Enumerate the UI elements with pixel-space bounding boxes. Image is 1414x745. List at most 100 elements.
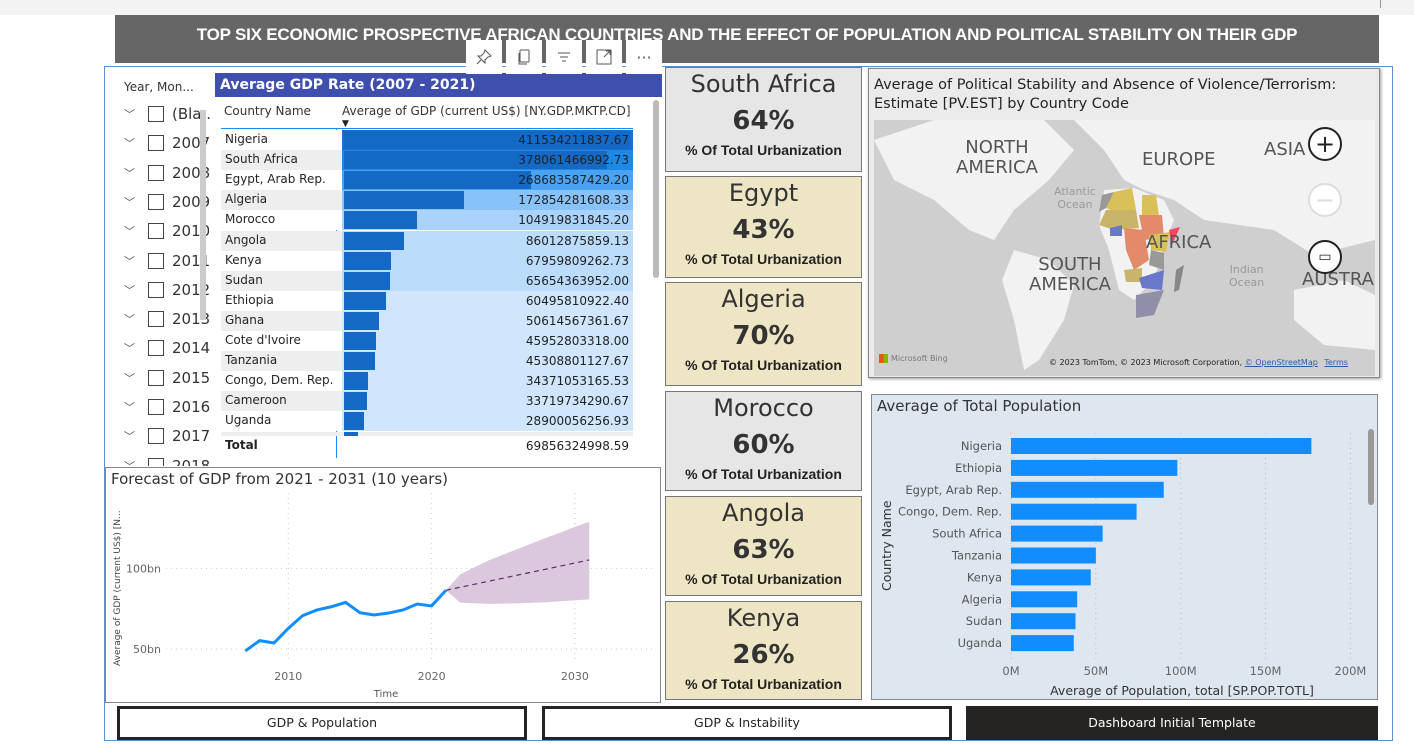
category-label: Tanzania <box>951 549 1002 563</box>
landmass <box>874 120 1375 370</box>
table-row[interactable]: Nigeria 411534211837.67 <box>221 130 633 150</box>
slicer-item[interactable]: ﹀ 2011 <box>124 249 210 273</box>
map-label-africa: AFRICA <box>1146 232 1212 253</box>
checkbox[interactable] <box>148 399 164 415</box>
y-axis-title: Country Name <box>879 500 894 591</box>
chevron-down-icon[interactable]: ﹀ <box>124 313 135 327</box>
checkbox[interactable] <box>148 164 164 181</box>
table-row[interactable]: Ghana 50614567361.67 <box>221 310 633 331</box>
table-row[interactable]: Cameroon 33719734290.67 <box>221 391 633 412</box>
card-value: 64% <box>732 106 795 136</box>
table-row[interactable]: South Africa 378061466992.73 <box>221 150 633 171</box>
openstreetmap-link[interactable]: © OpenStreetMap <box>1244 358 1318 367</box>
checkbox[interactable] <box>148 311 164 328</box>
checkbox[interactable] <box>148 252 164 269</box>
checkbox[interactable] <box>148 369 164 386</box>
slicer-item[interactable]: ﹀ 2017 <box>124 424 210 448</box>
population-bar[interactable] <box>1011 503 1137 520</box>
column-header-gdp[interactable]: Average of GDP (current US$) [NY.GDP.MKT… <box>342 104 631 118</box>
slicer-scrollbar[interactable] <box>200 110 206 320</box>
table-row[interactable]: Cote d'Ivoire 45952803318.00 <box>221 331 633 351</box>
population-bar[interactable] <box>1011 438 1312 454</box>
sort-desc-icon[interactable]: ▼ <box>342 119 349 129</box>
slicer-item[interactable]: ﹀ 2009 <box>124 190 210 214</box>
chevron-down-icon[interactable]: ﹀ <box>124 283 135 297</box>
checkbox[interactable] <box>148 135 164 152</box>
map-canvas[interactable]: NORTH AMERICA EUROPE ASIA AFRICA SOUTH AME… <box>874 120 1375 376</box>
gdp-cell: 411534211837.67 <box>342 130 633 150</box>
gdp-population-button[interactable]: GDP & Population <box>117 706 527 740</box>
slicer-item[interactable]: ﹀ 2012 <box>124 278 210 302</box>
slicer-item[interactable]: ﹀ 2014 <box>124 336 210 360</box>
focus-mode-icon[interactable] <box>586 40 622 74</box>
column-header-country[interactable]: Country Name <box>224 104 311 118</box>
table-scrollbar[interactable] <box>653 100 659 278</box>
chevron-down-icon[interactable]: ﹀ <box>124 458 138 466</box>
slicer-item[interactable]: ﹀ 2007 <box>124 131 210 155</box>
table-row[interactable]: Sudan 65654363952.00 <box>221 270 633 291</box>
table-row[interactable]: Angola 86012875859.13 <box>221 230 633 251</box>
slicer-item[interactable]: ﹀ 2015 <box>124 366 210 390</box>
chart-scrollbar[interactable] <box>1368 429 1374 505</box>
table-row[interactable]: Algeria 172854281608.33 <box>221 190 633 211</box>
select-area-icon[interactable]: ▭ <box>1308 240 1342 274</box>
terms-link[interactable]: Terms <box>1324 358 1348 367</box>
data-bar <box>344 352 376 371</box>
checkbox[interactable] <box>148 281 164 298</box>
data-bar <box>344 271 390 290</box>
year-slicer[interactable]: Year, Mon... ﹀(Bla...﹀2007﹀2008﹀2009﹀201… <box>108 72 211 466</box>
chevron-down-icon[interactable]: ﹀ <box>124 225 135 239</box>
population-bar[interactable] <box>1011 525 1103 542</box>
checkbox[interactable] <box>148 428 164 445</box>
chevron-down-icon[interactable]: ﹀ <box>124 108 135 121</box>
copy-icon[interactable] <box>506 40 542 74</box>
gdp-cell: 67959809262.73 <box>342 250 633 271</box>
checkbox[interactable] <box>148 223 164 240</box>
table-row[interactable]: Morocco 104919831845.20 <box>221 210 633 231</box>
population-bar[interactable] <box>1011 481 1164 498</box>
x-tick-label: 2030 <box>561 670 589 683</box>
chevron-down-icon[interactable]: ﹀ <box>124 166 135 180</box>
chevron-down-icon[interactable]: ﹀ <box>124 371 135 385</box>
chevron-down-icon[interactable]: ﹀ <box>124 195 135 209</box>
slicer-item[interactable]: ﹀ 2008 <box>124 161 210 185</box>
population-bar[interactable] <box>1011 591 1078 608</box>
checkbox[interactable] <box>148 457 164 466</box>
checkbox[interactable] <box>148 340 164 357</box>
slicer-item[interactable]: ﹀ 2018 <box>124 454 210 466</box>
chevron-down-icon[interactable]: ﹀ <box>124 430 135 444</box>
country-name: Egypt, Arab Rep. <box>225 172 326 187</box>
more-options-icon[interactable]: ··· <box>626 40 662 74</box>
population-bar[interactable] <box>1011 613 1076 630</box>
table-row[interactable]: Congo, Dem. Rep. 34371053165.53 <box>221 371 633 392</box>
pin-icon[interactable] <box>466 40 502 74</box>
chevron-down-icon[interactable]: ﹀ <box>124 401 135 414</box>
slicer-item[interactable]: ﹀ 2010 <box>124 219 210 243</box>
population-bar[interactable] <box>1011 459 1178 476</box>
country-name: Tanzania <box>225 353 278 368</box>
slicer-item[interactable]: ﹀ 2013 <box>124 307 210 331</box>
slicer-item[interactable]: ﹀ 2016 <box>124 395 210 419</box>
checkbox[interactable] <box>148 106 164 122</box>
table-row[interactable]: Kenya 67959809262.73 <box>221 250 633 271</box>
africa-choropleth[interactable] <box>1099 188 1184 318</box>
chevron-down-icon[interactable]: ﹀ <box>124 137 135 151</box>
zoom-in-icon[interactable]: + <box>1308 127 1342 161</box>
slicer-item[interactable]: ﹀(Bla... <box>124 102 211 126</box>
population-bar[interactable] <box>1011 569 1091 586</box>
table-row[interactable]: Tanzania 45308801127.67 <box>221 351 633 372</box>
chevron-down-icon[interactable]: ﹀ <box>124 254 135 268</box>
filter-icon[interactable] <box>546 40 582 74</box>
table-row[interactable]: Ethiopia 60495810922.40 <box>221 290 633 311</box>
table-row[interactable]: Uganda 28900056256.93 <box>221 411 633 432</box>
table-row[interactable]: Egypt, Arab Rep. 268683587429.20 <box>221 170 633 191</box>
zoom-out-icon[interactable]: − <box>1308 183 1342 217</box>
chevron-down-icon[interactable]: ﹀ <box>124 342 135 356</box>
population-bar[interactable] <box>1011 547 1096 564</box>
dashboard-initial-template-button[interactable]: Dashboard Initial Template <box>966 706 1378 740</box>
population-bar[interactable] <box>1011 635 1074 652</box>
bing-logo: Microsoft Bing <box>891 354 948 363</box>
gdp-instability-button[interactable]: GDP & Instability <box>542 706 952 740</box>
checkbox[interactable] <box>148 193 164 210</box>
gdp-value: 28900056256.93 <box>525 414 629 429</box>
